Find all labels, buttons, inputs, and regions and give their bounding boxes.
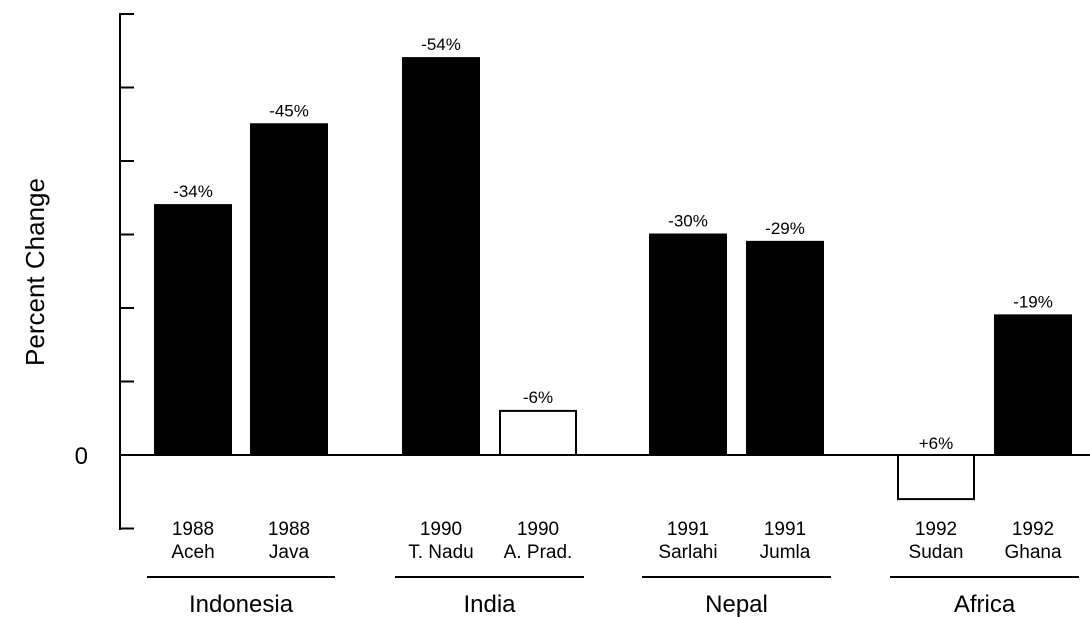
category-site-label: Ghana [1004,542,1061,563]
category-year-label: 1990 [517,519,559,540]
bar-value-label: -34% [173,182,213,201]
category-year-label: 1988 [172,519,214,540]
group-label-nepal: Nepal [705,591,768,617]
bar-value-label: -45% [269,101,309,120]
bar-a-prad [499,409,577,456]
chart-bars [154,57,1072,501]
category-year-label: 1992 [1012,519,1054,540]
category-site-label: Sudan [909,542,964,563]
bar-jumla [746,240,824,456]
bar-value-label: +6% [919,434,954,453]
bar-value-label: -6% [523,388,553,407]
group-label-india: India [463,591,516,617]
category-site-label: Jumla [760,542,811,563]
bar-value-label: -29% [765,219,805,238]
category-site-label: T. Nadu [408,542,473,563]
bar-ghana [994,314,1072,456]
group-label-indonesia: Indonesia [189,591,294,617]
bar-aceh [154,204,232,456]
category-site-label: Aceh [171,542,214,563]
category-year-label: 1988 [268,519,310,540]
bar-sarlahi [649,233,727,456]
bar-value-label: -19% [1013,292,1053,311]
category-year-label: 1991 [667,519,709,540]
bar-java [250,123,328,456]
category-site-label: A. Prad. [504,542,573,563]
y-tick-label: 0 [75,443,88,470]
bar-value-label: -30% [668,212,708,231]
category-year-label: 1992 [915,519,957,540]
category-site-label: Java [269,542,310,563]
bar-t-nadu [402,57,480,456]
bar-sudan [897,454,975,501]
category-site-label: Sarlahi [658,542,717,563]
group-label-africa: Africa [954,591,1016,617]
category-year-label: 1991 [764,519,806,540]
category-year-label: 1990 [420,519,462,540]
y-axis-label: Percent Change [20,178,50,366]
bar-value-label: -54% [421,35,461,54]
